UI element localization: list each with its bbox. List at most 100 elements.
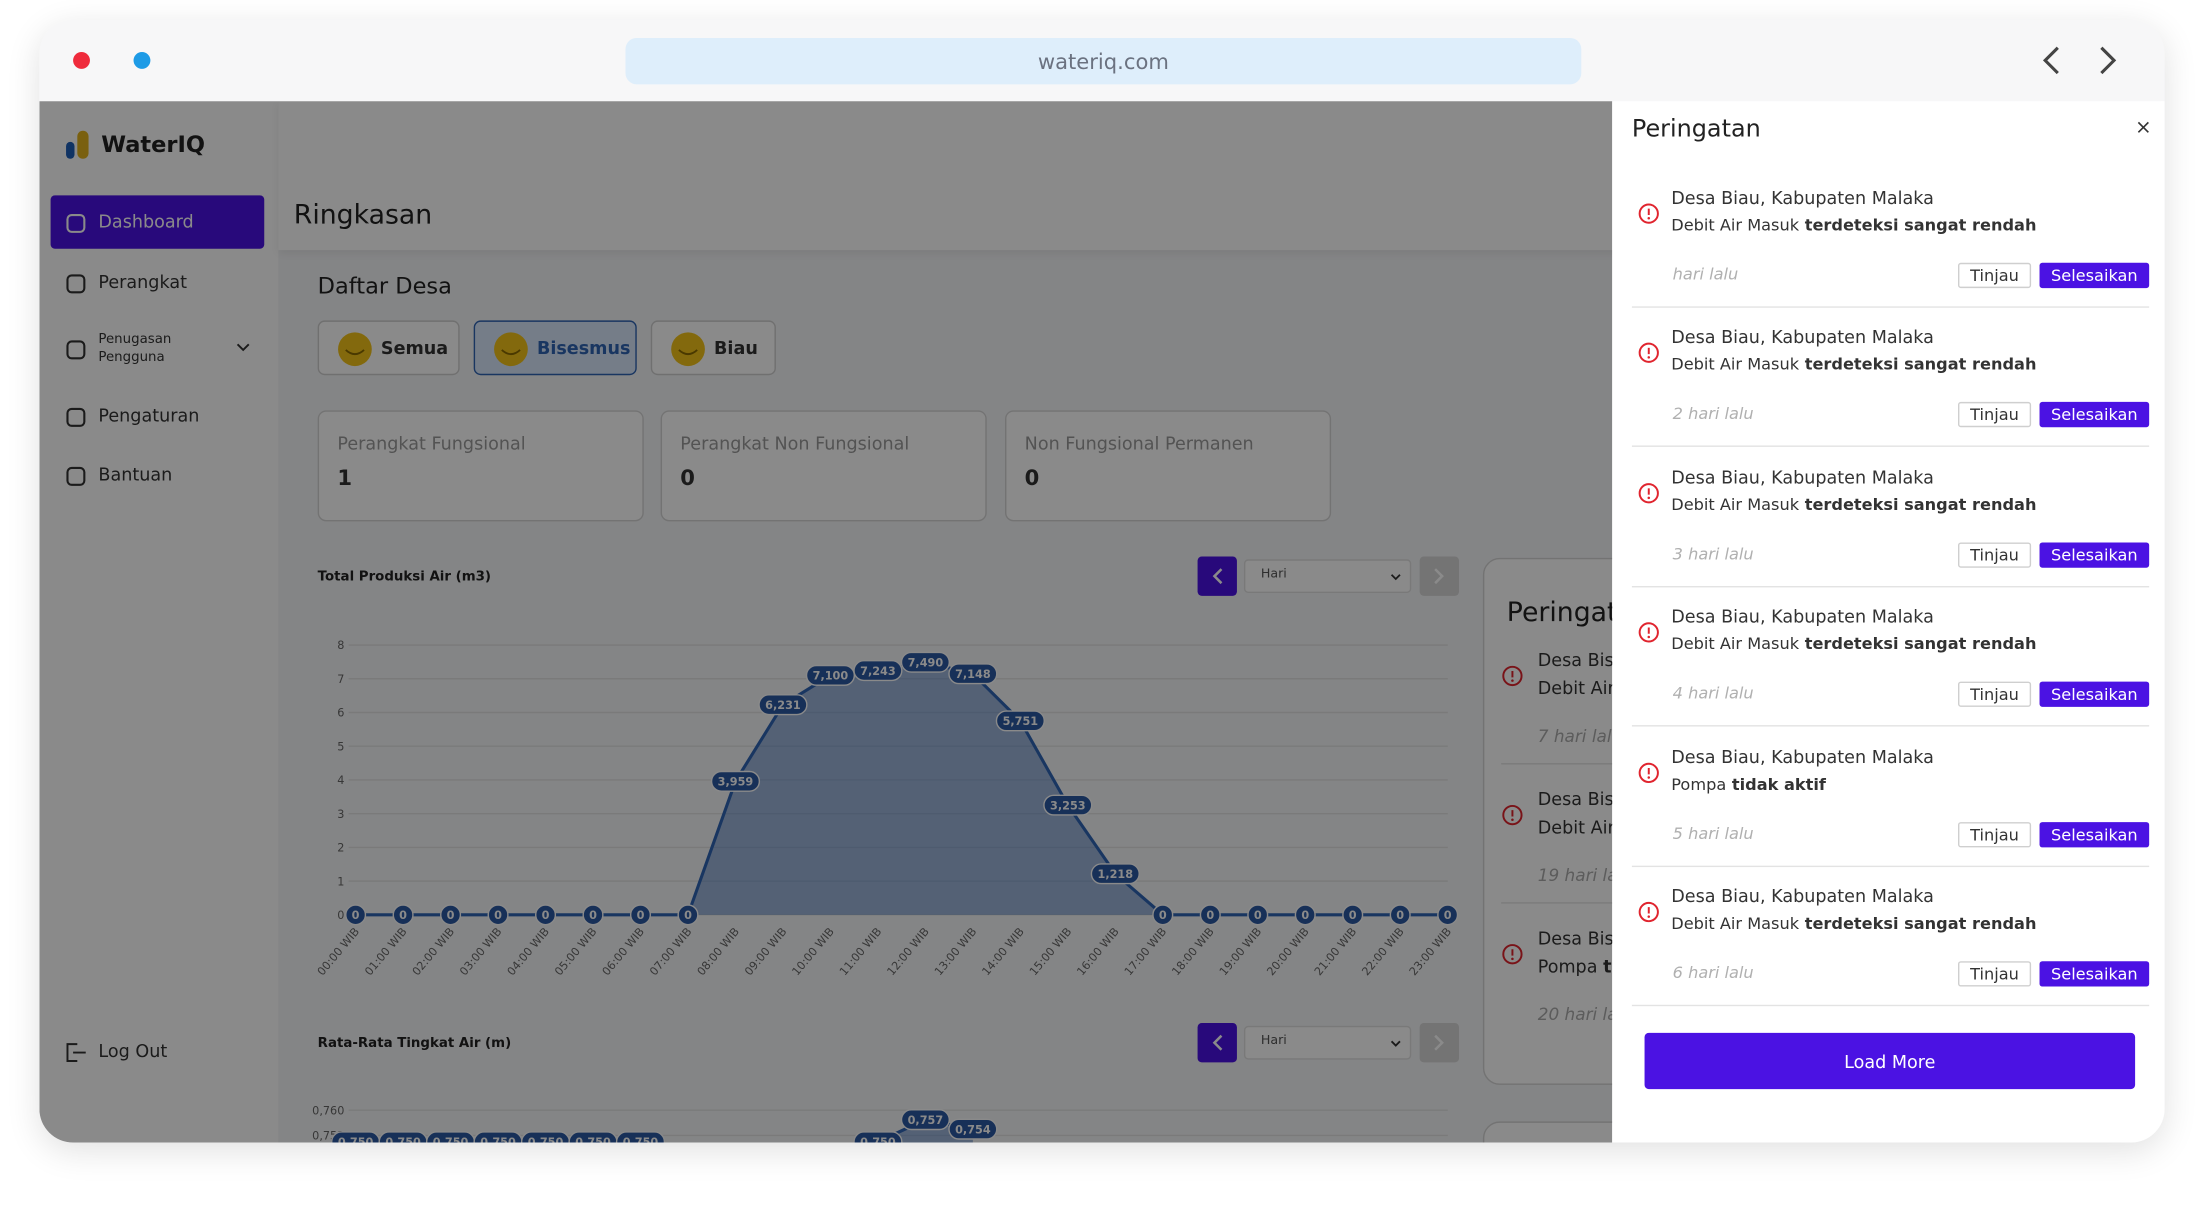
icon [1212, 1034, 1223, 1051]
value-pill [710, 770, 761, 792]
value-label: 5,751 [1003, 715, 1039, 728]
nav-icon [66, 274, 86, 294]
y-tick-label: 6 [337, 707, 344, 720]
value-pill [1389, 904, 1411, 926]
icon [66, 274, 86, 294]
alert-location: Desa Biau, Kabupaten Malaka [1671, 885, 1934, 907]
y-tick-label: 7 [337, 673, 344, 686]
alert-location: Desa Biau, Kabupaten Malaka [1671, 745, 1934, 767]
divider [1631, 446, 2150, 448]
nav-item[interactable]: Bantuan [51, 448, 265, 501]
app: WaterIQ Dashboard Perangkat Penugasan Pengg… [39, 101, 2165, 1143]
review-button[interactable]: Tinjau [1958, 402, 2032, 428]
value-pill [805, 664, 856, 686]
nav-item[interactable]: Perangkat [51, 256, 265, 309]
alert-icon [1638, 622, 1659, 643]
value-label: 7,148 [955, 668, 991, 681]
divider [1631, 585, 2150, 588]
summary-card: Perangkat Fungsional 1 [317, 410, 644, 522]
review-button[interactable]: Tinjau [1958, 542, 2032, 568]
range-select[interactable]: Hari [1243, 559, 1412, 594]
range-select[interactable]: Hari [1243, 1025, 1412, 1060]
alert-location: Desa Biau, Kabupaten Malaka [1671, 326, 1934, 348]
value-pill [948, 1118, 998, 1140]
logout[interactable]: Log Out [51, 1024, 265, 1077]
nav-item[interactable]: Dashboard [50, 195, 265, 249]
close-button[interactable]: × [2135, 116, 2152, 140]
value-label: 0,754 [955, 1123, 991, 1136]
load-more-button[interactable]: Load More [1644, 1032, 2136, 1090]
forward-arrow[interactable] [2100, 46, 2117, 75]
next-button[interactable] [1419, 556, 1460, 596]
value-pill [995, 710, 1045, 732]
smiley [338, 332, 372, 367]
value-pill [900, 1109, 950, 1131]
icon [66, 213, 86, 233]
message-emphasis: terdeteksi sangat rendah [1804, 215, 2037, 235]
alert-icon [1638, 203, 1659, 224]
alert-time: 20 hari lalu [1537, 1004, 1633, 1025]
value-pill [677, 904, 699, 926]
nav-icon [66, 466, 86, 486]
y-tick-label: 8 [337, 639, 344, 652]
review-button[interactable]: Tinjau [1958, 961, 2032, 987]
value-label: 0,750 [575, 1136, 611, 1142]
resolve-button[interactable]: Selesaikan [2039, 542, 2150, 568]
alert-time: 6 hari lalu [1672, 962, 1754, 983]
divider [1631, 1004, 2150, 1007]
icon [66, 466, 86, 486]
prev-button[interactable] [1197, 556, 1237, 596]
alert-time: 2 hari lalu [1672, 403, 1754, 424]
value-pill [1294, 904, 1316, 926]
nav-item[interactable]: Pengaturan [51, 389, 265, 442]
message-text: Debit Air Masuk [1671, 215, 1800, 235]
review-button[interactable]: Tinjau [1958, 821, 2032, 847]
nav-icon [66, 340, 86, 360]
message-text: Debit Air Masuk [1671, 354, 1800, 375]
icon [1434, 568, 1444, 585]
alert-icon [1502, 804, 1523, 826]
resolve-button[interactable]: Selesaikan [2039, 262, 2150, 289]
filter-button[interactable]: Biau [650, 320, 776, 376]
nav-item[interactable]: Penugasan Pengguna [51, 322, 265, 375]
y-tick-label: 5 [337, 740, 344, 753]
smiley [501, 349, 521, 356]
value-pill [1090, 863, 1140, 885]
value-pill [1342, 904, 1364, 926]
chevron [236, 343, 250, 352]
icon [1434, 1034, 1444, 1051]
resolve-button[interactable]: Selesaikan [2039, 681, 2150, 708]
smiley [494, 332, 528, 367]
alert-time: 3 hari lalu [1672, 543, 1754, 564]
y-tick-label: 2 [337, 842, 344, 855]
icon [1212, 568, 1223, 585]
prev-button[interactable] [1197, 1023, 1237, 1063]
back-arrow[interactable] [2042, 46, 2059, 75]
value-pill [629, 904, 652, 926]
value-label: 0 [684, 909, 692, 922]
next-button[interactable] [1419, 1023, 1460, 1063]
url-bar[interactable]: wateriq.com [625, 37, 1582, 85]
filter-button[interactable]: Bisesmus [473, 320, 637, 376]
review-button[interactable]: Tinjau [1958, 681, 2032, 708]
value-label: 0 [447, 909, 455, 922]
alert-time: 4 hari lalu [1672, 683, 1754, 703]
chevron [1434, 568, 1444, 585]
value-label: 0 [352, 909, 360, 922]
resolve-button[interactable]: Selesaikan [2039, 402, 2150, 428]
alert-icon [1647, 216, 1651, 220]
overlay[interactable] [39, 101, 1613, 1143]
value-pill [615, 1131, 666, 1143]
value-label: 0 [1159, 909, 1167, 922]
filter-button[interactable]: Semua [317, 320, 460, 376]
resolve-button[interactable]: Selesaikan [2039, 821, 2150, 847]
icon [1638, 901, 1659, 923]
value-pill [534, 904, 557, 926]
value-pill [1199, 904, 1221, 926]
review-button[interactable]: Tinjau [1958, 262, 2032, 289]
alert-location: Desa Biau, Kabupaten Malaka [1671, 466, 1934, 488]
resolve-button[interactable]: Selesaikan [2039, 961, 2150, 987]
alerts-drawer: Peringatan × Desa Biau, Kabupaten Malaka De… [1612, 101, 2165, 1143]
